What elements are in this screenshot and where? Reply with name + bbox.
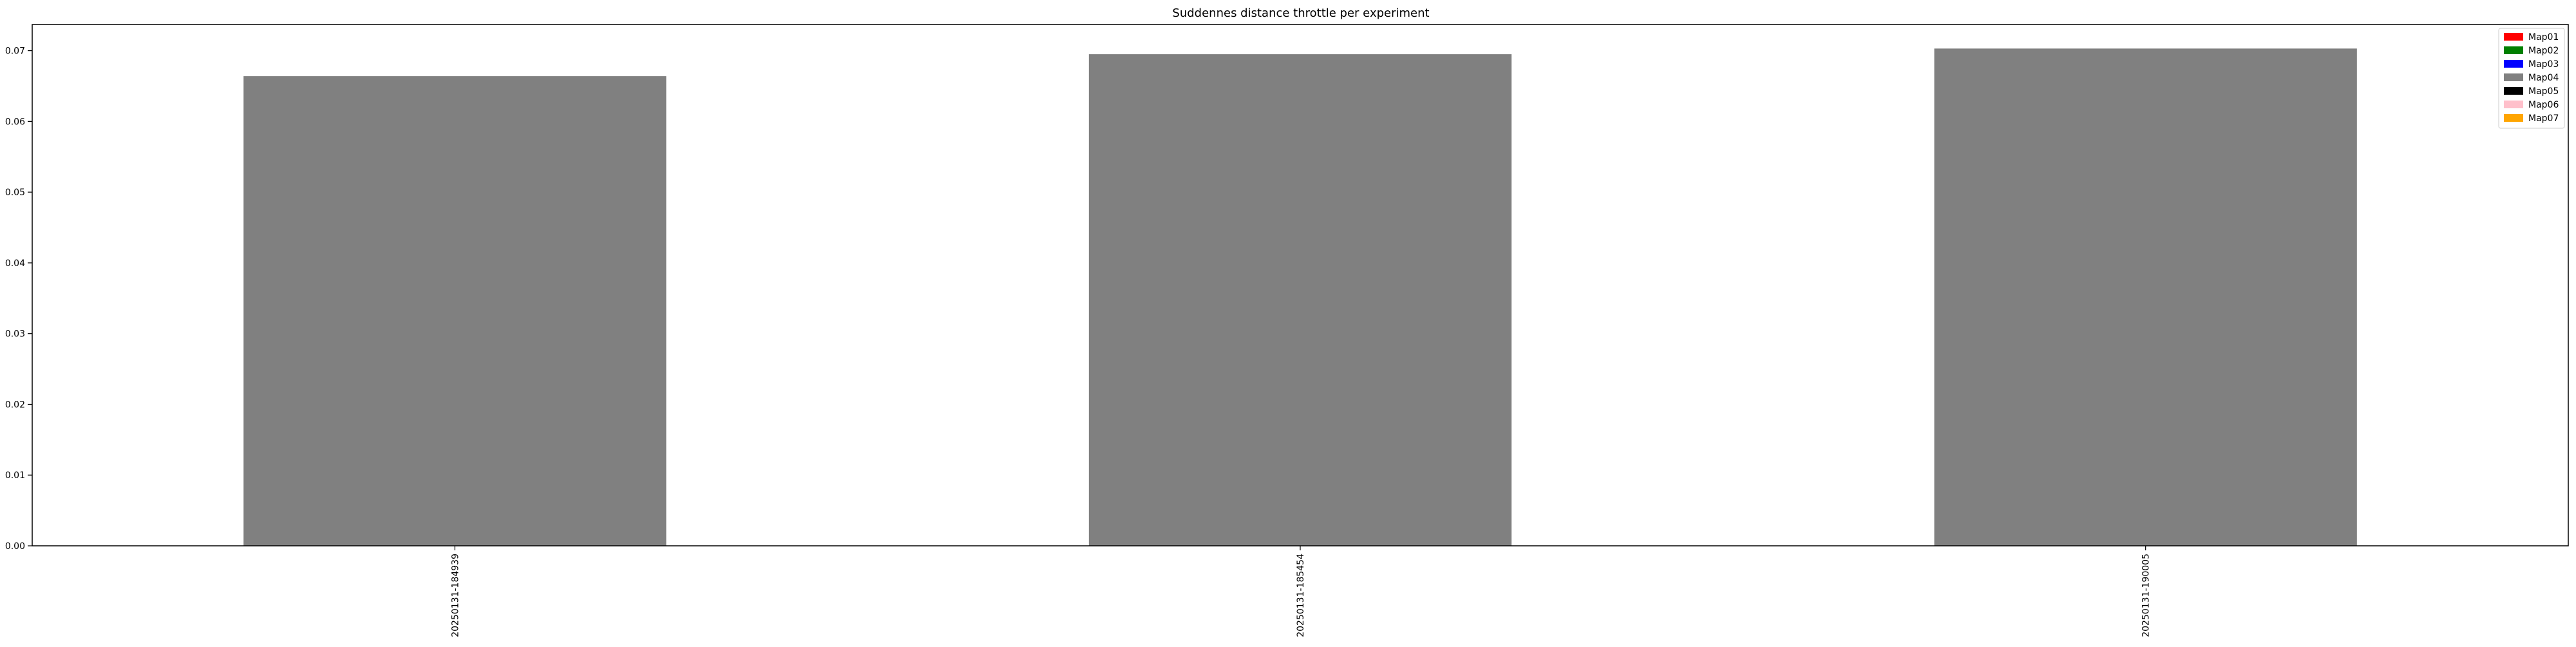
legend-label-map07: Map07 <box>2528 113 2559 124</box>
legend-label-map06: Map06 <box>2528 100 2559 110</box>
x-axis: 20250131-184939 20250131-185454 20250131-1… <box>450 546 2151 637</box>
legend-swatch-map04 <box>2504 73 2523 81</box>
x-tick-label: 20250131-190005 <box>2141 554 2152 637</box>
y-tick-label: 0.04 <box>5 258 25 269</box>
y-tick-label: 0.01 <box>5 470 25 481</box>
y-tick-label: 0.03 <box>5 329 25 340</box>
y-tick-label: 0.02 <box>5 400 25 410</box>
y-tick-label: 0.05 <box>5 188 25 198</box>
y-tick-label: 0.06 <box>5 117 25 127</box>
y-tick-label: 0.00 <box>5 541 25 552</box>
legend-label-map01: Map01 <box>2528 32 2559 43</box>
x-tick-label: 20250131-185454 <box>1296 554 1306 637</box>
x-tick-label: 20250131-184939 <box>450 554 460 637</box>
legend: Map01 Map02 Map03 Map04 Map05 Map06 Map07 <box>2499 28 2564 128</box>
legend-swatch-map05 <box>2504 87 2523 95</box>
legend-swatch-map01 <box>2504 33 2523 41</box>
legend-swatch-map07 <box>2504 114 2523 122</box>
bar-map04-3 <box>1935 48 2357 546</box>
bar-map04-2 <box>1089 54 1511 546</box>
y-tick-label: 0.07 <box>5 46 25 57</box>
legend-label-map02: Map02 <box>2528 46 2559 56</box>
legend-label-map03: Map03 <box>2528 59 2559 70</box>
legend-swatch-map06 <box>2504 101 2523 108</box>
chart-title: Suddennes distance throttle per experime… <box>1172 6 1429 20</box>
legend-swatch-map03 <box>2504 60 2523 68</box>
bars-layer <box>243 48 2357 546</box>
y-axis: 0.00 0.01 0.02 0.03 0.04 0.05 0.06 0.07 <box>5 46 32 552</box>
bar-map04-1 <box>243 76 666 546</box>
legend-swatch-map02 <box>2504 46 2523 54</box>
legend-label-map04: Map04 <box>2528 73 2559 83</box>
legend-label-map05: Map05 <box>2528 86 2559 97</box>
